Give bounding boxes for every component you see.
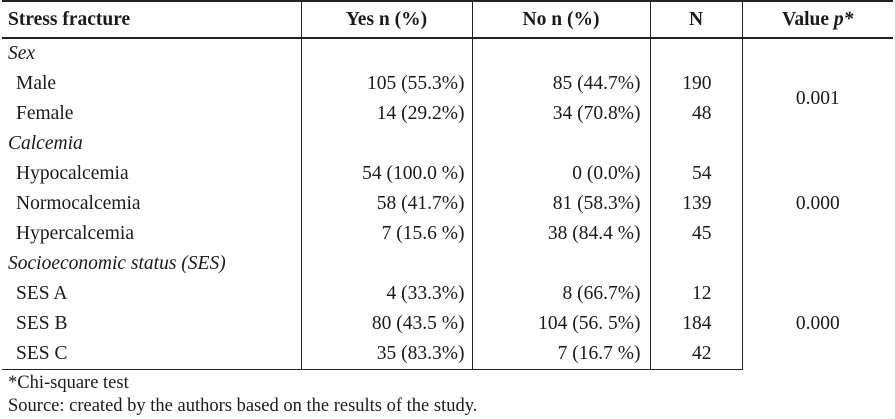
no-cell: 0 (0.0%) xyxy=(471,159,650,189)
table-row: Female 14 (29.2%) 34 (70.8%) 48 xyxy=(2,99,893,129)
yes-cell: 80 (43.5 %) xyxy=(300,309,472,339)
row-label: Hypercalcemia xyxy=(16,223,135,244)
test-footnote: *Chi-square test xyxy=(8,373,129,393)
n-cell: 42 xyxy=(649,339,742,370)
table-row: SES B 80 (43.5 %) 104 (56. 5%) 184 xyxy=(2,309,893,339)
header-p-value-symbol: p* xyxy=(833,8,854,30)
yes-cell: 14 (29.2%) xyxy=(300,99,472,129)
group-label-calcemia: Calcemia xyxy=(8,133,83,154)
group-row-calcemia: Calcemia xyxy=(2,129,893,159)
header-p-value-text: Value xyxy=(782,8,834,30)
row-label: SES B xyxy=(16,313,68,334)
yes-cell: 4 (33.3%) xyxy=(300,279,472,309)
group-row-sex: Sex xyxy=(2,38,893,69)
table-row: SES C 35 (83.3%) 7 (16.7 %) 42 xyxy=(2,339,893,370)
row-label: Female xyxy=(16,103,74,124)
group-row-ses: Socioeconomic status (SES) xyxy=(2,249,893,279)
header-n: N xyxy=(649,0,742,39)
header-row: Stress fracture Yes n (%) No n (%) N Val… xyxy=(2,0,893,39)
n-cell: 190 xyxy=(649,69,742,99)
p-value-calcemia: 0.000 xyxy=(741,159,893,249)
table-row: Normocalcemia 58 (41.7%) 81 (58.3%) 139 xyxy=(2,189,893,219)
no-cell: 104 (56. 5%) xyxy=(471,309,650,339)
row-label: SES C xyxy=(2,339,301,370)
row-label: Normocalcemia xyxy=(16,193,141,214)
p-value-ses: 0.000 xyxy=(741,279,893,370)
row-label: Hypocalcemia xyxy=(16,163,129,184)
header-p-value: Value p* xyxy=(741,0,893,39)
group-label-sex: Sex xyxy=(8,43,36,64)
n-cell: 184 xyxy=(649,309,742,339)
group-label-ses: Socioeconomic status (SES) xyxy=(8,253,226,274)
no-cell: 8 (66.7%) xyxy=(471,279,650,309)
p-value-sex: 0.001 xyxy=(741,69,893,129)
n-cell: 12 xyxy=(649,279,742,309)
table-row: Male 105 (55.3%) 85 (44.7%) 190 0.001 xyxy=(2,69,893,129)
yes-cell: 58 (41.7%) xyxy=(300,189,472,219)
no-cell: 7 (16.7 %) xyxy=(471,339,650,370)
no-cell: 34 (70.8%) xyxy=(471,99,650,129)
yes-cell: 7 (15.6 %) xyxy=(300,219,472,249)
table-row: SES A 4 (33.3%) 8 (66.7%) 12 0.000 xyxy=(2,279,893,370)
no-cell: 81 (58.3%) xyxy=(471,189,650,219)
no-cell: 85 (44.7%) xyxy=(471,69,650,99)
yes-cell: 35 (83.3%) xyxy=(300,339,472,370)
n-cell: 54 xyxy=(649,159,742,189)
yes-cell: 105 (55.3%) xyxy=(300,69,472,99)
header-no: No n (%) xyxy=(471,0,650,39)
header-yes: Yes n (%) xyxy=(300,0,472,39)
n-cell: 48 xyxy=(649,99,742,129)
table-row: Hypercalcemia 7 (15.6 %) 38 (84.4 %) 45 xyxy=(2,219,893,249)
header-stress-fracture: Stress fracture xyxy=(2,0,301,39)
n-cell: 45 xyxy=(649,219,742,249)
no-cell: 38 (84.4 %) xyxy=(471,219,650,249)
table-row: Hypocalcemia 54 (100.0 %) 0 (0.0%) 54 0.… xyxy=(2,159,893,249)
yes-cell: 54 (100.0 %) xyxy=(300,159,472,189)
stress-fracture-table: Stress fracture Yes n (%) No n (%) N Val… xyxy=(2,0,893,370)
source-footnote: Source: created by the authors based on … xyxy=(8,396,478,416)
row-label: SES A xyxy=(16,283,68,304)
table-notes: *Chi-square test Source: created by the … xyxy=(2,370,893,418)
row-label: Male xyxy=(16,73,57,94)
n-cell: 139 xyxy=(649,189,742,219)
